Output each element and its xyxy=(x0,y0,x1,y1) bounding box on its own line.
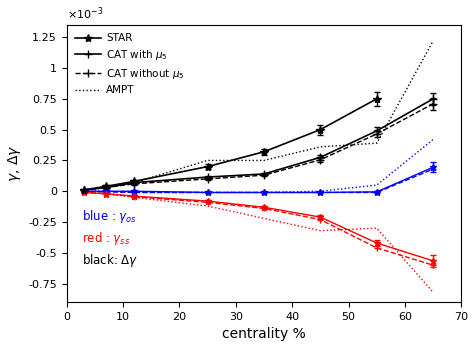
Text: $\times10^{-3}$: $\times10^{-3}$ xyxy=(66,6,103,22)
Text: black: $\Delta\gamma$: black: $\Delta\gamma$ xyxy=(82,252,139,269)
Legend: STAR, CAT with $\mu_5$, CAT without $\mu_5$, AMPT: STAR, CAT with $\mu_5$, CAT without $\mu… xyxy=(72,30,188,98)
Text: red : $\gamma_{ss}$: red : $\gamma_{ss}$ xyxy=(82,230,131,247)
X-axis label: centrality %: centrality % xyxy=(222,328,306,341)
Text: blue : $\gamma_{os}$: blue : $\gamma_{os}$ xyxy=(82,208,137,225)
Y-axis label: $\gamma$, $\Delta\gamma$: $\gamma$, $\Delta\gamma$ xyxy=(6,145,23,182)
